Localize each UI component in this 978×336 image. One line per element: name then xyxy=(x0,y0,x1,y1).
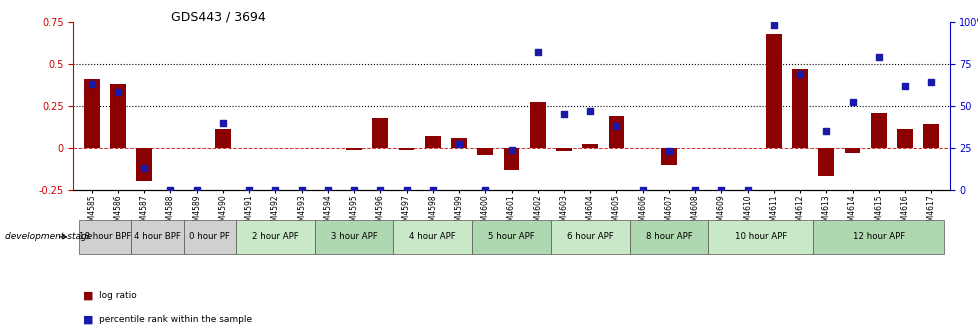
Point xyxy=(451,142,467,147)
Bar xyxy=(791,69,807,148)
Point xyxy=(267,187,283,193)
Point xyxy=(818,128,833,134)
FancyArrowPatch shape xyxy=(60,235,67,239)
Bar xyxy=(503,148,519,170)
Point xyxy=(896,83,911,88)
Bar xyxy=(765,34,781,148)
Point xyxy=(111,90,126,95)
Point xyxy=(162,187,178,193)
Point xyxy=(844,100,860,105)
Point xyxy=(293,187,309,193)
Point xyxy=(84,81,100,87)
Point xyxy=(136,165,152,171)
Point xyxy=(713,187,729,193)
Point xyxy=(582,108,598,114)
Text: GDS443 / 3694: GDS443 / 3694 xyxy=(171,10,266,23)
Point xyxy=(739,187,755,193)
Bar xyxy=(346,148,362,150)
Bar xyxy=(844,148,860,153)
Text: ■: ■ xyxy=(83,314,94,324)
Point xyxy=(529,49,545,55)
Bar xyxy=(556,148,571,151)
Text: 18 hour BPF: 18 hour BPF xyxy=(78,233,131,241)
Bar xyxy=(136,148,152,181)
Bar xyxy=(896,129,911,148)
Point xyxy=(791,71,807,77)
Point xyxy=(346,187,362,193)
Text: 3 hour APF: 3 hour APF xyxy=(331,233,378,241)
Point xyxy=(242,187,257,193)
Text: 10 hour APF: 10 hour APF xyxy=(734,233,786,241)
Bar xyxy=(84,79,100,148)
Point xyxy=(870,54,886,60)
Text: 8 hour APF: 8 hour APF xyxy=(645,233,691,241)
Bar xyxy=(372,118,388,148)
Bar xyxy=(818,148,833,176)
Text: ■: ■ xyxy=(83,291,94,301)
Point xyxy=(503,147,518,152)
Point xyxy=(320,187,335,193)
Bar xyxy=(529,102,545,148)
Bar xyxy=(608,116,624,148)
Bar xyxy=(111,84,126,148)
Point xyxy=(477,187,493,193)
Point xyxy=(634,187,649,193)
Point xyxy=(922,80,938,85)
Text: 2 hour APF: 2 hour APF xyxy=(251,233,298,241)
Point xyxy=(215,120,231,125)
Point xyxy=(189,187,204,193)
Bar xyxy=(660,148,676,165)
Point xyxy=(687,187,702,193)
Bar xyxy=(451,138,467,148)
Point xyxy=(556,112,571,117)
Bar xyxy=(215,129,231,148)
Text: 5 hour APF: 5 hour APF xyxy=(488,233,534,241)
Text: percentile rank within the sample: percentile rank within the sample xyxy=(99,315,251,324)
Point xyxy=(765,23,780,28)
Text: log ratio: log ratio xyxy=(99,291,137,300)
Bar xyxy=(398,148,414,150)
Bar xyxy=(424,136,440,148)
Point xyxy=(373,187,388,193)
Point xyxy=(424,187,440,193)
Bar xyxy=(477,148,493,155)
Bar xyxy=(582,144,598,148)
Text: 6 hour APF: 6 hour APF xyxy=(566,233,613,241)
Text: development stage: development stage xyxy=(5,233,92,241)
Bar xyxy=(870,113,886,148)
Text: 12 hour APF: 12 hour APF xyxy=(852,233,904,241)
Bar xyxy=(922,124,938,148)
Text: 0 hour PF: 0 hour PF xyxy=(189,233,230,241)
Point xyxy=(398,187,414,193)
Point xyxy=(660,149,676,154)
Point xyxy=(608,123,624,129)
Text: 4 hour BPF: 4 hour BPF xyxy=(134,233,181,241)
Text: 4 hour APF: 4 hour APF xyxy=(409,233,456,241)
